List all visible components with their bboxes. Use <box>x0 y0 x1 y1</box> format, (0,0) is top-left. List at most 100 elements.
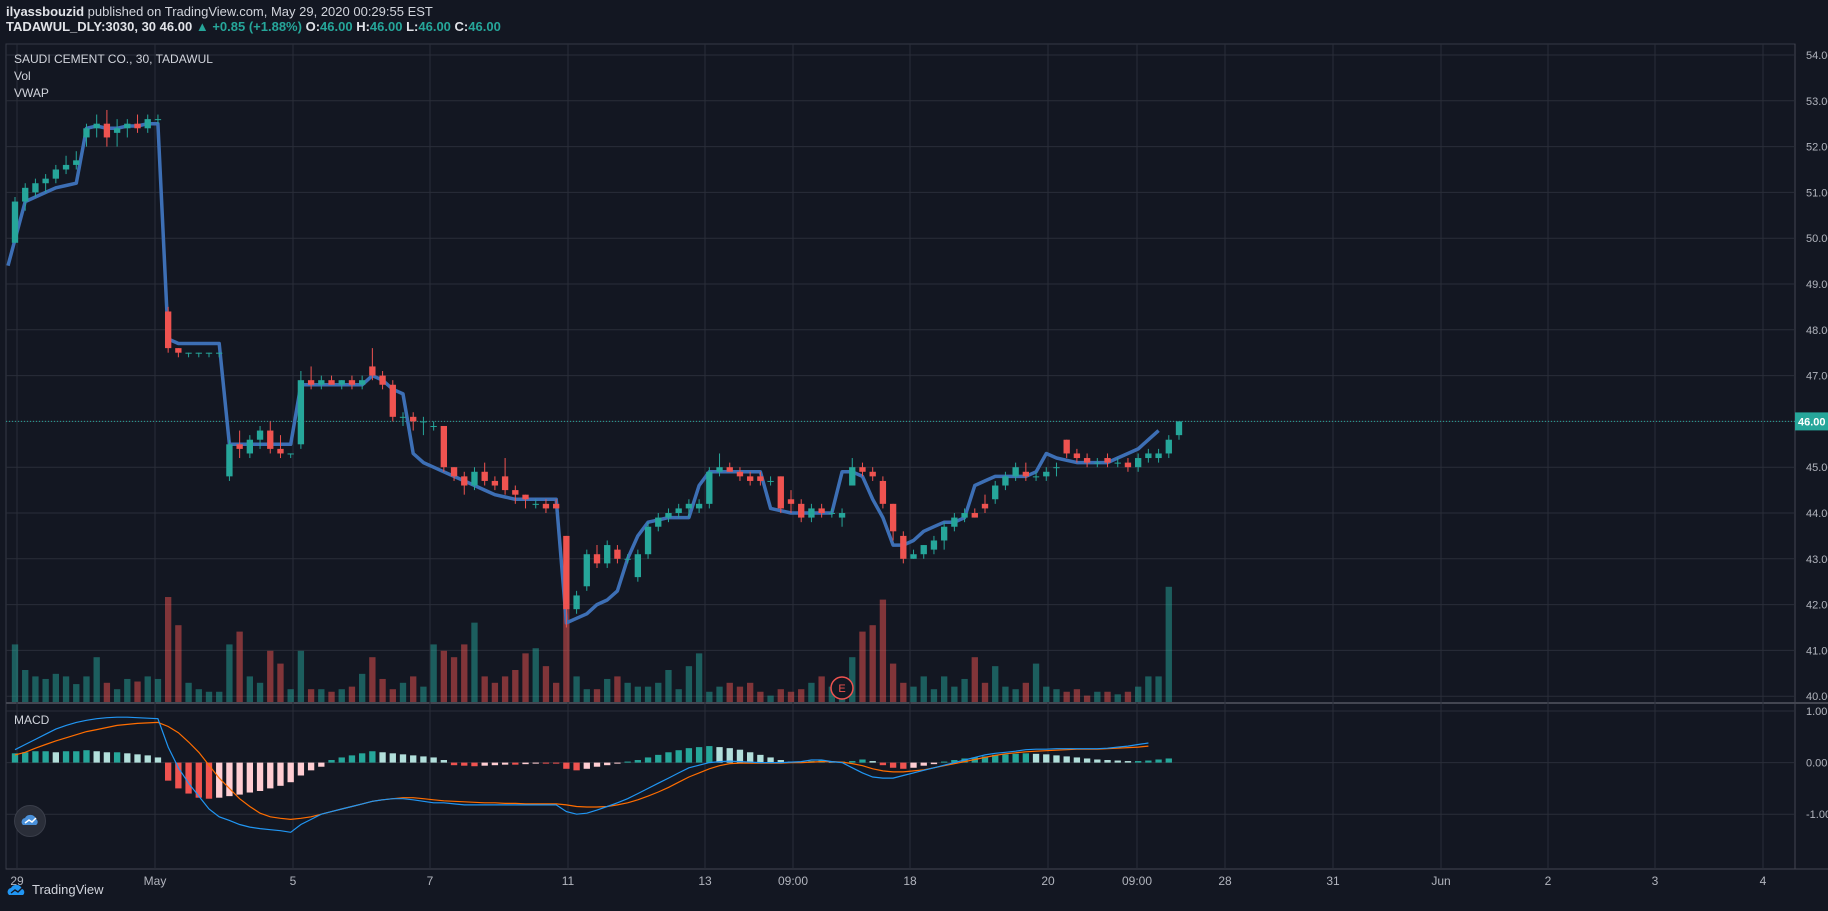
time-tick-label: 09:00 <box>778 874 808 888</box>
volume-bar <box>532 648 539 702</box>
macd-histogram-bar <box>644 757 652 763</box>
volume-bar <box>971 657 978 702</box>
last-price: 46.00 <box>159 19 193 34</box>
legend-macd: MACD <box>14 713 50 727</box>
macd-histogram-bar <box>777 760 784 763</box>
macd-histogram-bar <box>675 750 682 763</box>
candle-body <box>113 128 121 133</box>
volume-bar <box>522 653 529 702</box>
author-link[interactable]: ilyassbouzid <box>6 4 85 19</box>
candle-body <box>604 545 611 564</box>
volume-bar <box>369 657 376 702</box>
volume-bar <box>746 682 754 702</box>
candle-body <box>307 380 315 385</box>
footer: TradingView <box>6 882 104 897</box>
macd-histogram-bar <box>134 754 141 763</box>
price-tick-label: 44.00 <box>1806 508 1828 520</box>
macd-histogram-bar <box>930 762 938 765</box>
candle-body <box>52 169 60 179</box>
symbol-line: TADAWUL_DLY:3030, 30 46.00 ▲ +0.85 (+1.8… <box>6 19 501 34</box>
macd-histogram-bar <box>849 761 856 763</box>
candle-body <box>716 467 723 472</box>
candle-body <box>32 183 39 193</box>
macd-histogram-bar <box>940 761 948 763</box>
time-tick-label: 18 <box>903 874 917 888</box>
earnings-event-marker <box>830 676 854 700</box>
volume-bar <box>706 691 713 702</box>
candle-body <box>512 490 519 495</box>
macd-histogram-bar <box>685 748 693 763</box>
macd-histogram-bar <box>951 760 958 763</box>
candle-body <box>981 503 989 509</box>
volume-bar <box>900 682 907 702</box>
volume-bar <box>1134 686 1142 702</box>
volume-bar <box>675 689 682 702</box>
macd-histogram-bar <box>757 754 764 763</box>
macd-histogram-bar <box>144 755 151 763</box>
volume-bar <box>410 676 417 702</box>
candle-body <box>450 467 458 477</box>
macd-histogram-bar <box>593 762 601 767</box>
macd-histogram-bar <box>532 762 539 764</box>
candle-body <box>11 201 19 243</box>
macd-histogram-bar <box>164 762 172 781</box>
time-tick-label: 28 <box>1218 874 1232 888</box>
price-tick-label: 40.00 <box>1806 691 1828 703</box>
volume-bar <box>859 631 866 702</box>
macd-histogram-bar <box>1083 758 1091 763</box>
up-arrow-icon: ▲ <box>195 19 209 34</box>
volume-bar <box>787 691 795 702</box>
macd-histogram-bar <box>185 762 192 794</box>
macd-histogram-bar <box>522 762 529 765</box>
volume-bar <box>757 691 764 702</box>
price-tick-label: 49.00 <box>1806 279 1828 291</box>
macd-histogram-bar <box>981 756 989 763</box>
footer-brand[interactable]: TradingView <box>32 882 104 897</box>
ohlc-open-label: O: <box>305 19 321 34</box>
candle-body <box>675 508 682 513</box>
volume-bar <box>62 676 70 702</box>
volume-bar <box>93 657 100 702</box>
macd-histogram-bar <box>1145 760 1152 763</box>
time-tick-label: 3 <box>1652 874 1659 888</box>
candle-body <box>573 595 580 610</box>
candle-body <box>22 187 29 202</box>
macd-histogram-bar <box>900 762 907 769</box>
macd-histogram-bar <box>430 757 437 763</box>
tradingview-badge-icon[interactable] <box>14 805 46 837</box>
volume-bar <box>246 676 254 702</box>
macd-histogram-bar <box>410 755 417 763</box>
candle-body <box>1002 476 1009 486</box>
macd-histogram-bar <box>124 753 131 763</box>
macd-histogram-bar <box>573 762 580 771</box>
last-price-badge <box>1795 412 1828 431</box>
volume-bar <box>1155 676 1162 702</box>
volume-bar <box>920 676 927 702</box>
candle-body <box>328 380 335 385</box>
candle-body <box>563 535 570 610</box>
macd-histogram-bar <box>624 761 631 763</box>
candle-body <box>951 517 958 527</box>
candle-body <box>42 178 49 184</box>
price-change: +0.85 (+1.88%) <box>212 19 302 34</box>
volume-bar <box>992 666 999 702</box>
candle-body <box>1053 467 1060 469</box>
candle-body <box>246 439 254 454</box>
time-tick-label: May <box>144 874 167 888</box>
price-tick-label: 52.00 <box>1806 142 1828 154</box>
volume-bar <box>461 644 468 702</box>
volume-bar <box>777 689 784 702</box>
candle-body <box>358 380 366 385</box>
volume-bar <box>52 673 60 702</box>
macd-histogram-bar <box>563 762 570 769</box>
candle-body <box>992 485 999 500</box>
volume-bar <box>389 689 396 702</box>
candle-body <box>1134 458 1142 468</box>
candle-body <box>940 526 948 541</box>
candle-body <box>665 513 672 518</box>
macd-histogram-bar <box>471 762 478 767</box>
macd-histogram-bar <box>246 762 254 793</box>
macd-histogram-bar <box>1134 761 1142 763</box>
macd-histogram-bar <box>1053 755 1060 763</box>
